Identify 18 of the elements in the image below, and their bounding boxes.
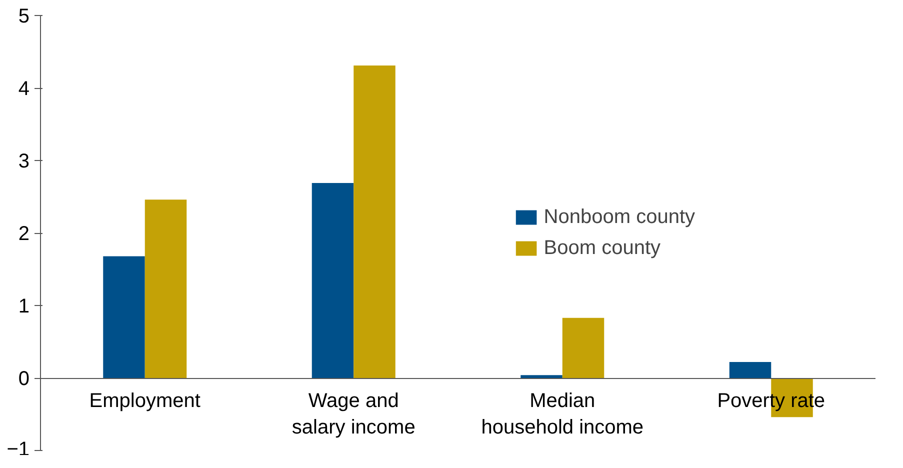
y-tick-label: 5 bbox=[18, 6, 30, 28]
bar bbox=[312, 182, 354, 378]
y-tick-label: 1 bbox=[18, 296, 30, 318]
bar bbox=[354, 66, 396, 378]
x-tick-label: Wage and salary income bbox=[292, 390, 416, 438]
x-tick-label: Median household income bbox=[481, 390, 644, 438]
x-tick-label: Employment bbox=[89, 390, 201, 412]
bar bbox=[144, 200, 187, 378]
bar bbox=[729, 362, 772, 378]
bar bbox=[562, 318, 604, 378]
y-tick-label: 4 bbox=[18, 78, 30, 100]
legend-label: Nonboom county bbox=[544, 206, 695, 228]
y-tick-label: 2 bbox=[18, 223, 30, 245]
bar bbox=[520, 375, 562, 378]
y-tick-label: 0 bbox=[18, 368, 30, 390]
legend-label: Boom county bbox=[544, 236, 661, 260]
bar bbox=[103, 256, 145, 378]
y-tick-label: 3 bbox=[18, 150, 30, 172]
